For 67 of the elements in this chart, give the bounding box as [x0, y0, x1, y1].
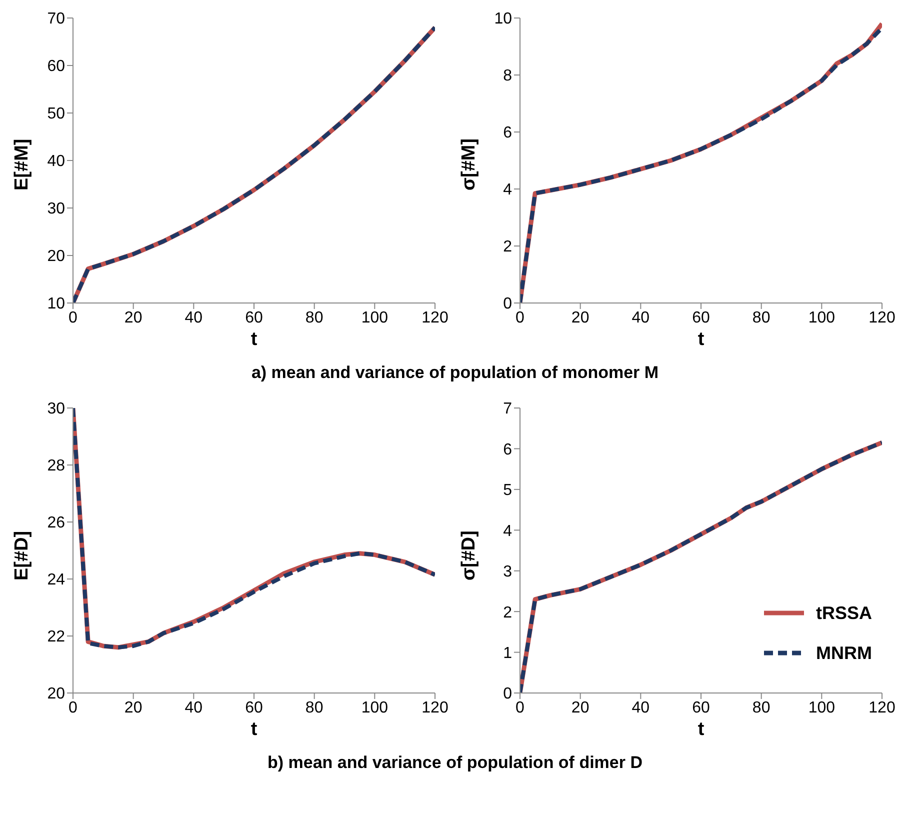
y-tick-label: 8: [503, 68, 512, 85]
y-tick-label: 10: [494, 10, 512, 28]
x-tick-label: 100: [808, 699, 836, 716]
y-axis-title: σ[#D]: [458, 530, 480, 580]
y-tick-label: 10: [47, 296, 66, 313]
y-tick-label: 60: [47, 58, 66, 76]
y-tick-label: 22: [47, 628, 66, 646]
x-tick-label: 60: [692, 699, 710, 716]
y-tick-label: 2: [503, 238, 512, 256]
x-tick-label: 0: [516, 309, 525, 326]
x-tick-label: 80: [752, 309, 770, 326]
y-tick-label: 50: [47, 106, 66, 123]
y-tick-label: 30: [47, 400, 66, 418]
x-tick-label: 60: [692, 309, 710, 326]
y-tick-label: 28: [47, 458, 66, 475]
x-tick-label: 80: [752, 699, 770, 716]
y-tick-label: 24: [47, 572, 66, 589]
x-tick-label: 40: [184, 309, 203, 326]
text: b) mean and variance of population of dimer D: [266, 752, 644, 774]
text: a) mean and variance of population of monomer M: [250, 362, 660, 384]
x-axis-title: t: [250, 719, 258, 740]
x-tick-label: 40: [184, 699, 203, 716]
x-tick-label: 120: [422, 309, 448, 326]
y-tick-label: 6: [503, 441, 512, 458]
y-tick-label: 4: [503, 522, 512, 540]
y-tick-label: 2: [503, 604, 512, 622]
x-tick-label: 0: [68, 309, 78, 326]
y-axis-title: σ[#M]: [458, 138, 480, 190]
legend-label: tRSSA: [816, 602, 872, 624]
x-tick-label: 100: [361, 699, 388, 716]
x-tick-label: 60: [245, 309, 263, 326]
x-tick-label: 40: [632, 309, 650, 326]
x-tick-label: 80: [305, 309, 324, 326]
x-axis-title: t: [250, 329, 258, 350]
x-tick-label: 100: [808, 309, 836, 326]
x-tick-label: 120: [868, 309, 896, 326]
x-tick-label: 20: [571, 309, 590, 326]
x-tick-label: 40: [632, 699, 650, 716]
y-tick-label: 0: [503, 296, 512, 313]
x-tick-label: 0: [516, 699, 525, 716]
x-tick-label: 120: [868, 699, 896, 716]
x-tick-label: 60: [245, 699, 263, 716]
y-tick-label: 26: [47, 514, 66, 532]
x-tick-label: 20: [124, 309, 142, 326]
y-axis-title: E[#D]: [12, 530, 33, 580]
x-axis-title: t: [698, 329, 705, 350]
y-tick-label: 40: [47, 153, 66, 170]
y-tick-label: 3: [503, 564, 512, 581]
y-tick-label: 20: [47, 686, 66, 703]
x-axis-title: t: [698, 719, 705, 740]
y-tick-label: 7: [503, 400, 512, 418]
y-tick-label: 20: [47, 248, 66, 266]
y-tick-label: 6: [503, 124, 512, 142]
y-axis-title: E[#M]: [12, 138, 33, 190]
y-tick-label: 4: [503, 182, 512, 199]
y-tick-label: 70: [47, 10, 66, 28]
x-tick-label: 0: [68, 699, 78, 716]
legend-label: MNRM: [816, 642, 872, 664]
y-tick-label: 5: [503, 482, 512, 500]
x-tick-label: 20: [124, 699, 142, 716]
x-tick-label: 20: [571, 699, 590, 716]
y-tick-label: 1: [503, 644, 512, 662]
y-tick-label: 30: [47, 200, 66, 218]
x-tick-label: 80: [305, 699, 324, 716]
x-tick-label: 100: [361, 309, 388, 326]
y-tick-label: 0: [503, 686, 512, 703]
x-tick-label: 120: [422, 699, 448, 716]
